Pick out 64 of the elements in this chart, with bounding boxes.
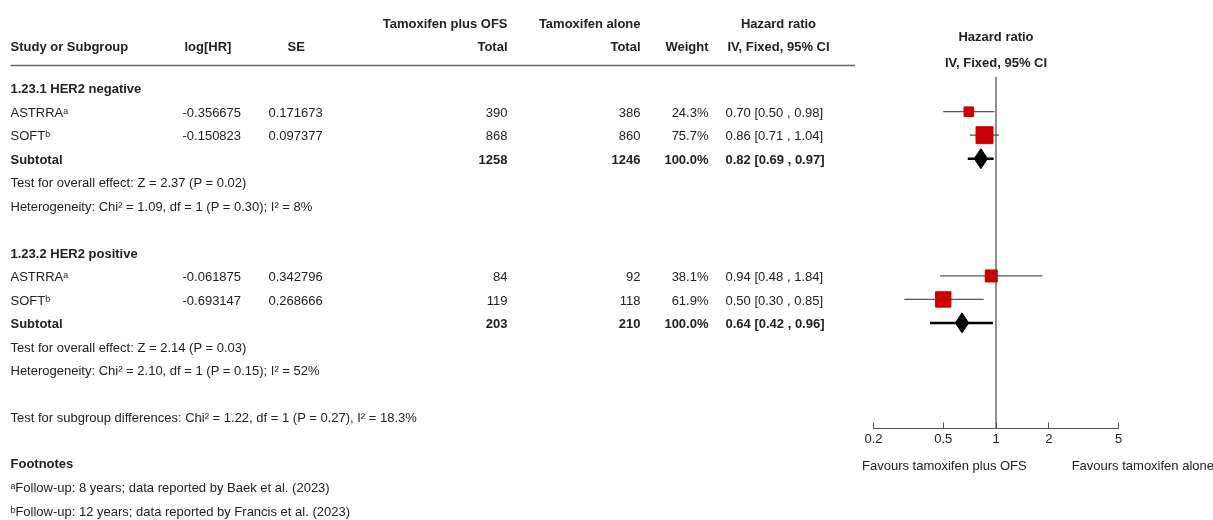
text: 0.64 [0.42 , 0.96] — [725, 316, 825, 331]
category-label: Subtotal — [10, 151, 63, 167]
text: 203 — [485, 316, 508, 331]
category-label: 1.23.2 HER2 positive — [10, 245, 138, 261]
x-tick-label: 1 — [992, 430, 1000, 446]
text: 0.171673 — [268, 104, 323, 120]
category-label: ASTRRAᵃ — [10, 269, 69, 284]
text: 1246 — [611, 151, 641, 167]
x-tick-label: 2 — [1045, 430, 1053, 446]
category-label: Heterogeneity: Chi² = 1.09, df = 1 (P = 0.30); I² = 8% — [10, 198, 313, 214]
text: 386 — [618, 104, 641, 120]
text: ᵇFollow-up: 12 years; data reported by Francis et al. (2023) — [10, 504, 350, 519]
text: 0.94 [0.48 , 1.84] — [725, 269, 824, 284]
chart-subtitle: IV, Fixed, 95% CI — [944, 54, 1048, 70]
category-label: Weight — [665, 39, 710, 54]
text: ᵃFollow-up: 8 years; data reported by Baek et al. (2023) — [10, 480, 330, 495]
text: -0.150823 — [182, 128, 242, 143]
text: 0.342796 — [268, 269, 323, 284]
category-label: log[HR] — [184, 39, 232, 54]
text: 38.1% — [671, 269, 709, 284]
text: 1258 — [478, 151, 508, 167]
text: 100.0% — [664, 316, 709, 331]
category-label: Test for overall effect: Z = 2.37 (P = 0.02) — [10, 175, 247, 190]
text: 24.3% — [671, 104, 709, 120]
text: 75.7% — [671, 128, 709, 143]
x-tick-label: 0.2 — [864, 430, 883, 446]
category-label: ASTRRAᵃ — [10, 104, 69, 120]
category-label: Test for overall effect: Z = 2.14 (P = 0.03) — [10, 339, 247, 355]
text: 210 — [618, 316, 641, 331]
category-label: Hazard ratio IV, Fixed, 95% CI — [727, 16, 830, 54]
text: 390 — [485, 104, 508, 120]
text: -0.356675 — [182, 104, 242, 120]
text: Favours tamoxifen plus OFS — [862, 457, 1027, 475]
text: 0.268666 — [268, 292, 323, 308]
text: 0.82 [0.69 , 0.97] — [725, 151, 825, 167]
x-tick-label: 0.5 — [934, 430, 953, 446]
text: 61.9% — [671, 292, 709, 308]
chart-title: Hazard ratio — [958, 28, 1034, 44]
category-label: SOFTᵇ — [10, 292, 51, 308]
text: 0.50 [0.30 , 0.85] — [725, 292, 824, 308]
text: -0.061875 — [182, 269, 242, 284]
text: 119 — [486, 292, 508, 308]
text: 92 — [626, 269, 641, 284]
category-label: Tamoxifen alone Total — [538, 16, 641, 54]
text: 860 — [618, 128, 641, 143]
text: -0.693147 — [182, 292, 242, 308]
text: 0.097377 — [268, 128, 323, 143]
category-label: 1.23.1 HER2 negative — [10, 81, 142, 96]
x-tick-label: 5 — [1114, 430, 1123, 446]
category-label: SE — [287, 39, 306, 54]
category-label: Subtotal — [10, 316, 63, 331]
text: 868 — [485, 128, 508, 143]
text: 0.86 [0.71 , 1.04] — [725, 128, 824, 143]
category-label: Test for subgroup differences: Chi² = 1.22, df = 1 (P = 0.27), I² = 18.3% — [10, 410, 417, 425]
text: Favours tamoxifen alone — [1071, 457, 1213, 475]
text: Study or Subgroup — [10, 39, 129, 54]
text: Footnotes — [10, 456, 74, 471]
text: 84 — [493, 269, 508, 284]
text: 118 — [619, 292, 641, 308]
category-label: Tamoxifen plus OFS Total — [382, 16, 508, 54]
text: 100.0% — [664, 151, 709, 167]
category-label: Heterogeneity: Chi² = 2.10, df = 1 (P = 0.15); I² = 52% — [10, 363, 320, 378]
text: 0.70 [0.50 , 0.98] — [725, 104, 824, 120]
category-label: SOFTᵇ — [10, 128, 51, 143]
